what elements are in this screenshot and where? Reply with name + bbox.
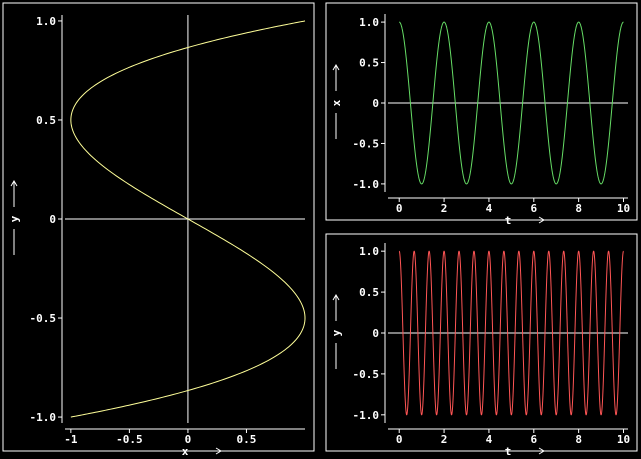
x-tick-label: 2	[441, 433, 448, 446]
x-vs-t-plot: 1.0 0.5 0 -0.5 -1.0 0 2 4 6 8 10 t x	[330, 14, 630, 227]
x-axis-label: t	[505, 214, 512, 227]
x-tick-label: 4	[486, 433, 493, 446]
y-label-arrow	[332, 64, 340, 91]
y-tick-label: -1.0	[353, 178, 380, 191]
y-tick-label: 0.5	[36, 114, 56, 127]
x-tick-label: 6	[530, 433, 537, 446]
y-tick-label: 0.5	[359, 286, 379, 299]
x-tick-label: 8	[575, 433, 582, 446]
series-line	[398, 250, 624, 416]
x-axis-label: t	[505, 445, 512, 455]
y-tick-label: 1.0	[359, 16, 379, 29]
y-tick-label: 1.0	[359, 245, 379, 258]
y-tick-label: 0	[372, 97, 379, 110]
x-tick-label: 10	[617, 433, 630, 446]
y-tick-label: -0.5	[30, 312, 57, 325]
series-line	[399, 21, 624, 185]
x-tick-label: 8	[575, 202, 582, 215]
x-tick-label: 0	[396, 433, 403, 446]
x-tick-label: 0	[185, 433, 192, 446]
series-line	[70, 20, 306, 418]
x-tick-label: 2	[441, 202, 448, 215]
y-tick-label: -0.5	[353, 368, 380, 381]
x-tick-label: 0	[396, 202, 403, 215]
y-tick-label: -1.0	[353, 409, 380, 422]
y-label-arrow	[10, 180, 18, 207]
x-tick-label: -0.5	[116, 433, 143, 446]
y-tick-label: -0.5	[353, 137, 380, 150]
x-tick-label: 0.5	[237, 433, 257, 446]
x-tick-label: 6	[530, 202, 537, 215]
y-tick-label: 0	[49, 213, 56, 226]
y-vs-t-plot: 1.0 0.5 0 -0.5 -1.0 0 2 4 6 8 10 t y	[330, 243, 630, 458]
y-axis-label: x	[330, 99, 343, 106]
x-tick-label: 10	[617, 202, 630, 215]
y-tick-label: 1.0	[36, 15, 56, 28]
x-tick-label: -1	[64, 433, 78, 446]
x-label-arrow	[516, 216, 545, 224]
y-tick-label: 0.5	[359, 57, 379, 70]
y-axis-label: y	[8, 215, 21, 222]
lissajous-panel-frame	[2, 2, 315, 452]
x-axis-label: x	[182, 445, 189, 455]
y-tick-label: 0	[372, 327, 379, 340]
x-tick-label: 4	[486, 202, 493, 215]
y-axis-label: y	[330, 329, 343, 336]
x-label-arrow	[516, 447, 545, 455]
y-tick-label: -1.0	[30, 411, 57, 424]
y-label-arrow	[332, 294, 340, 321]
x-label-arrow	[193, 447, 222, 455]
lissajous-plot: 1.0 0.5 0 -0.5 -1.0 -1 -0.5 0 0.5 x y	[8, 15, 306, 458]
